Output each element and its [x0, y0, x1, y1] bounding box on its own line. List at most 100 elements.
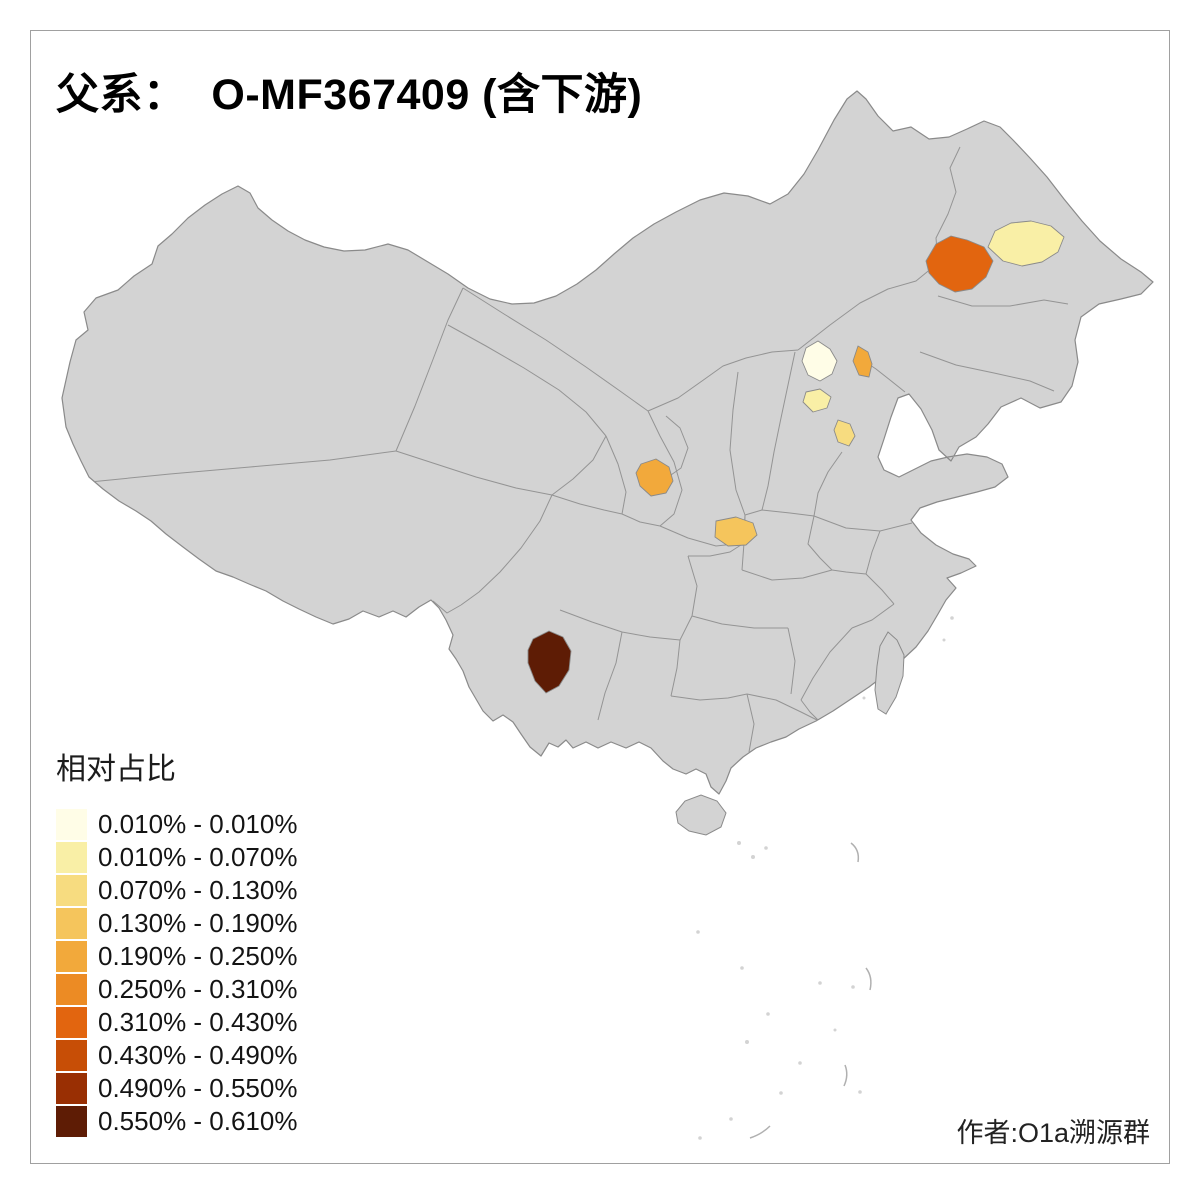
- province-border-line: [462, 287, 649, 412]
- highlighted-regions: [527, 220, 1065, 694]
- dash-segment: [865, 967, 872, 991]
- province-border-line: [800, 699, 820, 722]
- legend-swatch: [56, 875, 87, 906]
- island-dot: [779, 1091, 783, 1095]
- map-title: 父系： O-MF367409 (含下游): [56, 71, 643, 119]
- province-border-line: [919, 351, 1055, 392]
- region-beijing: [801, 340, 838, 382]
- dash-segment: [749, 1125, 771, 1139]
- island-dot: [858, 1090, 862, 1094]
- province-border-line: [605, 435, 627, 515]
- legend-label: 0.070% - 0.130%: [98, 875, 298, 905]
- province-border-line: [89, 450, 397, 483]
- legend-item: 0.070% - 0.130%: [56, 874, 297, 907]
- island-dot: [950, 616, 954, 620]
- legend-label: 0.130% - 0.190%: [98, 908, 298, 938]
- legend-label: 0.190% - 0.250%: [98, 941, 298, 971]
- island-dot: [851, 985, 855, 989]
- legend-item: 0.130% - 0.190%: [56, 907, 297, 940]
- province-border-line: [395, 287, 464, 452]
- province-border-line: [432, 600, 462, 614]
- mainland-outline: [61, 90, 1154, 795]
- region-tianjin: [852, 345, 873, 378]
- map-base: [61, 90, 1154, 1140]
- dash-segment: [850, 842, 860, 863]
- island-dot: [751, 855, 755, 859]
- region-southeast-gansu: [635, 458, 674, 497]
- province-border-line: [670, 639, 681, 697]
- legend-item: 0.010% - 0.010%: [56, 808, 297, 841]
- sea-boundary-dashes: [749, 842, 872, 1139]
- legend-label: 0.010% - 0.010%: [98, 809, 298, 839]
- legend-swatch: [56, 1007, 87, 1038]
- province-border-line: [647, 410, 683, 527]
- province-border-line: [597, 631, 623, 721]
- legend-label: 0.430% - 0.490%: [98, 1040, 298, 1070]
- legend-item: 0.190% - 0.250%: [56, 940, 297, 973]
- province-border-line: [460, 494, 553, 606]
- island-dot: [798, 1061, 802, 1065]
- province-border-line: [937, 295, 1069, 307]
- island-dot: [764, 846, 768, 850]
- legend-swatch: [56, 974, 87, 1005]
- legend-label: 0.250% - 0.310%: [98, 974, 298, 1004]
- province-border-line: [551, 435, 607, 496]
- province-border-line: [679, 555, 698, 641]
- island-dot: [696, 930, 700, 934]
- region-northeast-east: [987, 220, 1065, 267]
- province-border-line: [865, 530, 881, 575]
- island-dot: [745, 1040, 749, 1044]
- province-border-line: [813, 515, 913, 532]
- legend-item: 0.010% - 0.070%: [56, 841, 297, 874]
- province-border-line: [688, 542, 745, 557]
- province-border-line: [691, 615, 788, 629]
- region-south-shaanxi: [714, 516, 758, 547]
- province-border-line: [647, 349, 799, 412]
- province-borders: [89, 146, 1069, 753]
- region-central-hebei: [802, 388, 832, 413]
- legend-swatch: [56, 809, 87, 840]
- dash-segment: [843, 1064, 848, 1087]
- legend-swatch: [56, 908, 87, 939]
- province-border-line: [807, 515, 833, 571]
- region-northwest-shandong: [833, 419, 856, 447]
- legend-label: 0.490% - 0.550%: [98, 1073, 298, 1103]
- legend-swatch: [56, 1073, 87, 1104]
- province-border-line: [831, 569, 867, 575]
- province-border-line: [787, 627, 796, 695]
- island-dot: [698, 1136, 702, 1140]
- island-dot: [737, 841, 741, 845]
- legend-item: 0.310% - 0.430%: [56, 1006, 297, 1039]
- province-border-line: [800, 627, 853, 701]
- legend-swatch: [56, 1040, 87, 1071]
- legend-item: 0.550% - 0.610%: [56, 1105, 297, 1138]
- island-dot: [729, 1117, 733, 1121]
- province-border-line: [813, 451, 843, 517]
- province-border-line: [746, 693, 755, 753]
- region-northeast-west: [925, 235, 994, 293]
- province-border-line: [851, 603, 895, 629]
- province-border-line: [621, 513, 661, 527]
- legend-item: 0.490% - 0.550%: [56, 1072, 297, 1105]
- legend-item: 0.430% - 0.490%: [56, 1039, 297, 1072]
- legend-item: 0.250% - 0.310%: [56, 973, 297, 1006]
- legend: 相对占比 0.010% - 0.010% 0.010% - 0.070% 0.0…: [56, 744, 297, 1138]
- province-border-line: [551, 494, 623, 515]
- province-border-line: [665, 415, 689, 478]
- province-border-line: [447, 324, 607, 437]
- taiwan-island: [874, 631, 905, 715]
- legend-swatch: [56, 941, 87, 972]
- province-border-line: [670, 693, 748, 701]
- province-border-line: [741, 569, 833, 581]
- island-dot: [766, 1012, 770, 1016]
- legend-label: 0.310% - 0.430%: [98, 1007, 298, 1037]
- province-border-line: [729, 371, 746, 516]
- province-border-line: [744, 509, 815, 517]
- legend-label: 0.550% - 0.610%: [98, 1106, 298, 1136]
- province-border-line: [865, 573, 895, 605]
- region-central-yunnan: [527, 630, 572, 694]
- south-china-sea-islands: [696, 616, 954, 1140]
- province-border-line: [761, 351, 796, 511]
- island-dot: [833, 1028, 837, 1032]
